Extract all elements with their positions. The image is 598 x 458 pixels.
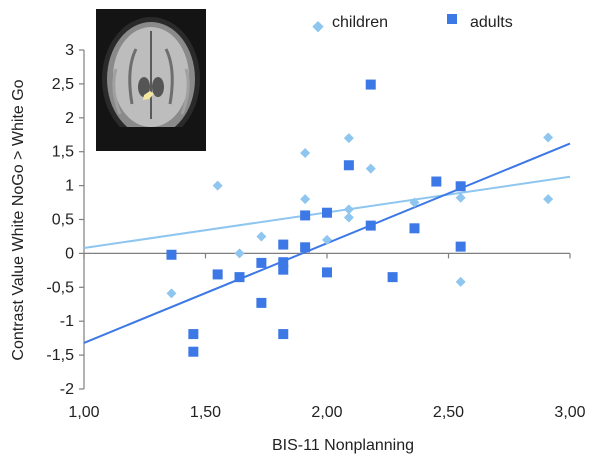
legend-marker-children — [312, 21, 324, 33]
brain-scan-image — [96, 9, 206, 151]
point-adults — [166, 249, 177, 260]
point-adults — [278, 257, 289, 268]
point-children — [322, 234, 332, 245]
point-adults — [256, 257, 267, 268]
y-axis-ticks: -2 -1,5 -1 -0,5 0 0,5 1 1,5 2 2,5 3 — [46, 42, 84, 398]
x-tick-label: 1,00 — [68, 404, 99, 421]
point-adults — [188, 346, 199, 357]
point-adults — [278, 264, 289, 275]
y-tick-label: 1,5 — [52, 144, 74, 161]
legend-label-children: children — [332, 14, 388, 31]
point-adults — [455, 241, 466, 252]
point-children — [212, 180, 223, 191]
y-tick-label: -0,5 — [46, 279, 74, 296]
point-children — [256, 231, 267, 242]
point-adults — [300, 242, 311, 253]
point-adults — [322, 267, 332, 278]
y-tick-label: -2 — [60, 381, 74, 398]
y-axis-title: Contrast Value White NoGo > White Go — [10, 79, 27, 360]
point-adults — [234, 272, 245, 283]
y-tick-label: 0,5 — [52, 212, 74, 229]
x-tick-label: 2,50 — [433, 404, 464, 421]
legend-label-adults: adults — [470, 14, 513, 31]
point-adults — [455, 181, 466, 192]
point-children — [343, 212, 354, 223]
y-tick-label: -1 — [60, 313, 74, 330]
point-adults — [431, 176, 442, 187]
point-children — [455, 276, 466, 287]
point-adults — [300, 210, 311, 221]
point-adults — [256, 297, 267, 308]
point-adults — [365, 79, 376, 90]
x-tick-label: 3,00 — [554, 404, 585, 421]
x-axis-ticks: 1,00 1,50 2,00 2,50 3,00 — [68, 253, 586, 421]
point-children — [409, 197, 420, 208]
point-children — [300, 194, 311, 205]
x-tick-label: 2,00 — [311, 404, 342, 421]
point-adults — [212, 269, 223, 280]
point-children — [543, 194, 554, 205]
y-tick-label: 2 — [65, 110, 74, 127]
y-tick-label: 2,5 — [52, 76, 74, 93]
y-tick-label: 3 — [65, 42, 74, 59]
point-children — [343, 133, 354, 144]
point-children — [455, 192, 466, 203]
y-tick-label: 0 — [65, 245, 74, 262]
legend-marker-adults — [447, 14, 457, 24]
point-children — [343, 204, 354, 215]
point-adults — [409, 223, 420, 234]
point-adults — [188, 329, 199, 340]
legend: children adults — [312, 14, 513, 33]
y-tick-label: 1 — [65, 178, 74, 195]
y-tick-label: -1,5 — [46, 347, 74, 364]
x-axis-title: BIS-11 Nonplanning — [272, 437, 414, 454]
point-adults — [278, 239, 289, 250]
point-children — [234, 248, 245, 259]
point-children — [365, 163, 376, 174]
point-adults — [322, 207, 332, 218]
point-adults — [365, 220, 376, 231]
point-children — [543, 132, 554, 143]
point-adults — [387, 272, 398, 283]
legend-item-children: children — [312, 14, 388, 33]
point-adults — [343, 160, 354, 171]
point-adults — [278, 329, 289, 340]
data-points — [166, 79, 554, 357]
x-tick-label: 1,50 — [190, 404, 221, 421]
point-children — [166, 288, 177, 299]
legend-item-adults: adults — [447, 14, 513, 31]
point-children — [300, 148, 311, 159]
activation-highlight — [143, 91, 154, 100]
